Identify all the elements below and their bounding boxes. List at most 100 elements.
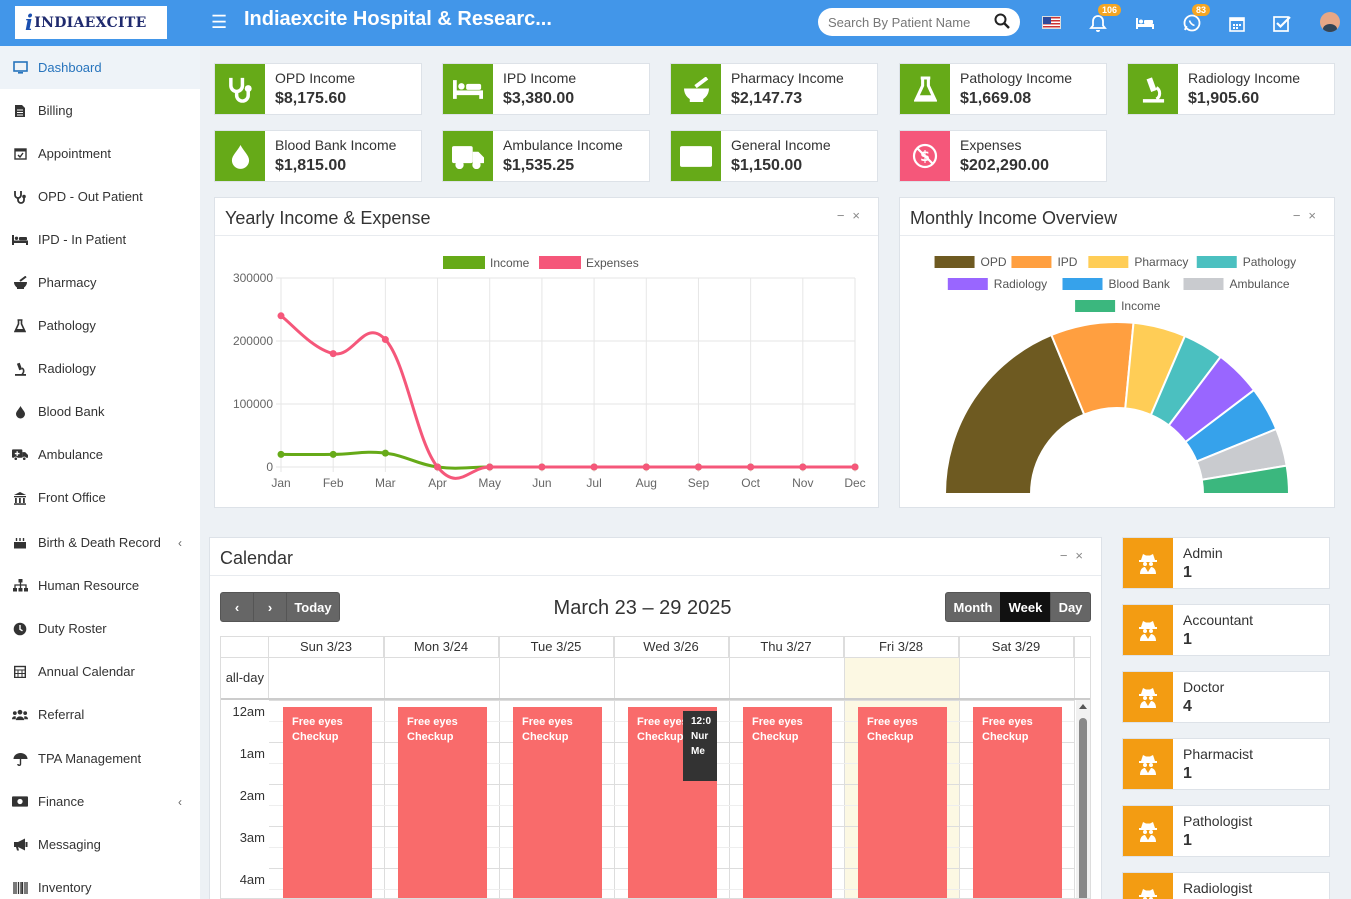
minimize-icon[interactable]: − <box>1059 548 1076 563</box>
sidebar-item-tpa-management[interactable]: TPA Management <box>0 737 200 780</box>
whatsapp-icon[interactable]: 83 <box>1181 4 1211 33</box>
sidebar-item-appointment[interactable]: Appointment <box>0 132 200 175</box>
view-week-button[interactable]: Week <box>1000 592 1051 622</box>
us-flag-icon[interactable] <box>1042 16 1061 29</box>
x-tick-label: May <box>478 476 501 490</box>
drop-icon <box>215 131 265 181</box>
calendar-prev-button[interactable]: ‹ <box>220 592 254 622</box>
calendar-next-button[interactable]: › <box>253 592 287 622</box>
sidebar-item-annual-calendar[interactable]: Annual Calendar <box>0 650 200 693</box>
legend-swatch-expenses <box>539 256 581 269</box>
calendar-today-button[interactable]: Today <box>286 592 340 622</box>
event-free-eyes-checkup[interactable]: Free eyes Checkup <box>973 707 1062 898</box>
patient-search-input[interactable] <box>828 14 988 30</box>
sidebar-item-label: Front Office <box>38 490 106 505</box>
day-header[interactable]: Sun 3/23 <box>269 637 384 657</box>
staff-card-accountant[interactable]: Accountant 1 <box>1122 604 1330 656</box>
bed-status-icon[interactable] <box>1134 13 1156 33</box>
bell-icon[interactable]: 106 <box>1087 4 1122 33</box>
no-money-icon: $ <box>900 131 950 181</box>
minimize-icon[interactable]: − <box>1292 208 1309 223</box>
event-free-eyes-checkup[interactable]: Free eyes Checkup <box>858 707 947 898</box>
event-free-eyes-checkup[interactable]: Free eyes Checkup <box>513 707 602 898</box>
income-card-general-income[interactable]: General Income $1,150.00 <box>670 130 878 182</box>
logo-text: INDIAEXCITE <box>34 14 147 31</box>
staff-card-doctor[interactable]: Doctor 4 <box>1122 671 1330 723</box>
y-tick-label: 0 <box>266 460 273 474</box>
sidebar-item-pathology[interactable]: Pathology <box>0 304 200 347</box>
sidebar-item-birth-death-record[interactable]: Birth & Death Record ‹ <box>0 521 200 564</box>
income-card-ipd-income[interactable]: IPD Income $3,380.00 <box>442 63 650 115</box>
close-icon[interactable]: × <box>1308 208 1324 223</box>
sidebar-item-ipd-in-patient[interactable]: IPD - In Patient <box>0 218 200 261</box>
user-avatar[interactable] <box>1320 12 1340 32</box>
day-header[interactable]: Wed 3/26 <box>614 637 729 657</box>
brand-logo[interactable]: i INDIAEXCITE <box>15 6 167 39</box>
event-free-eyes-checkup[interactable]: Free eyes Checkup <box>398 707 487 898</box>
hamburger-menu-icon[interactable]: ☰ <box>211 12 228 32</box>
day-column-divider <box>729 637 730 898</box>
sidebar-item-finance[interactable]: Finance ‹ <box>0 780 200 823</box>
close-icon[interactable]: × <box>852 208 868 223</box>
sidebar-item-front-office[interactable]: Front Office <box>0 476 200 519</box>
sidebar-item-dashboard[interactable]: Dashboard <box>0 46 200 89</box>
barcode-icon <box>12 881 28 894</box>
yearly-income-expense-panel: Yearly Income & Expense −× 300000 200000 1… <box>214 197 879 508</box>
day-header[interactable]: Fri 3/28 <box>844 637 959 657</box>
sidebar-item-inventory[interactable]: Inventory <box>0 866 200 899</box>
calendar-icon[interactable] <box>1226 13 1248 33</box>
sidebar-item-pharmacy[interactable]: Pharmacy <box>0 261 200 304</box>
staff-card-pathologist[interactable]: Pathologist 1 <box>1122 805 1330 857</box>
chevron-left-icon: ‹ <box>178 535 182 550</box>
staff-card-admin[interactable]: Admin 1 <box>1122 537 1330 589</box>
sidebar-item-label: Dashboard <box>38 60 102 75</box>
event-nurse-meeting[interactable]: 12:0 Nur Me <box>683 711 717 781</box>
day-header[interactable]: Tue 3/25 <box>499 637 614 657</box>
calendar-scrollbar[interactable] <box>1076 700 1090 898</box>
income-card-label: Pathology Income <box>960 70 1073 86</box>
sidebar-item-blood-bank[interactable]: Blood Bank <box>0 390 200 433</box>
staff-card-radiologist[interactable]: Radiologist <box>1122 872 1330 899</box>
event-free-eyes-checkup[interactable]: Free eyes Checkup <box>283 707 372 898</box>
day-header[interactable]: Mon 3/24 <box>384 637 499 657</box>
calendar-range-title: March 23 – 29 2025 <box>553 597 732 619</box>
umbrella-icon <box>12 752 28 766</box>
sidebar-item-referral[interactable]: Referral <box>0 693 200 736</box>
day-column-divider <box>1074 637 1075 898</box>
income-card-pharmacy-income[interactable]: Pharmacy Income $2,147.73 <box>670 63 878 115</box>
sidebar-item-ambulance[interactable]: Ambulance <box>0 433 200 476</box>
stethoscope-icon <box>215 64 265 114</box>
staff-card-pharmacist[interactable]: Pharmacist 1 <box>1122 738 1330 790</box>
task-check-icon[interactable] <box>1271 13 1293 33</box>
sidebar-item-radiology[interactable]: Radiology <box>0 347 200 390</box>
event-free-eyes-checkup[interactable]: Free eyes Checkup <box>743 707 832 898</box>
day-header[interactable]: Sat 3/29 <box>959 637 1074 657</box>
legend-swatch-income <box>443 256 485 269</box>
sidebar-item-human-resource[interactable]: Human Resource <box>0 564 200 607</box>
income-card-ambulance-income[interactable]: Ambulance Income $1,535.25 <box>442 130 650 182</box>
income-card-blood-bank-income[interactable]: Blood Bank Income $1,815.00 <box>214 130 422 182</box>
income-card-pathology-income[interactable]: Pathology Income $1,669.08 <box>899 63 1107 115</box>
day-header[interactable]: Thu 3/27 <box>729 637 844 657</box>
search-icon[interactable] <box>994 13 1010 34</box>
view-day-button[interactable]: Day <box>1050 592 1091 622</box>
scroll-up-arrow-icon[interactable] <box>1079 704 1087 709</box>
event-title-line: Me <box>691 746 705 757</box>
view-month-button[interactable]: Month <box>945 592 1001 622</box>
time-label: 4am <box>239 872 265 887</box>
minimize-icon[interactable]: − <box>836 208 853 223</box>
income-card-radiology-income[interactable]: Radiology Income $1,905.60 <box>1127 63 1335 115</box>
close-icon[interactable]: × <box>1075 548 1091 563</box>
y-tick-label: 200000 <box>233 334 273 348</box>
sidebar-item-billing[interactable]: Billing <box>0 89 200 132</box>
scrollbar-thumb[interactable] <box>1079 718 1087 898</box>
x-tick-label: Jul <box>586 476 601 490</box>
doughnut-slice-income <box>1200 464 1291 495</box>
sidebar-item-duty-roster[interactable]: Duty Roster <box>0 607 200 650</box>
day-column-divider <box>384 637 385 898</box>
income-card-expenses[interactable]: $ Expenses $202,290.00 <box>899 130 1107 182</box>
income-card-opd-income[interactable]: OPD Income $8,175.60 <box>214 63 422 115</box>
sidebar-item-opd-out-patient[interactable]: OPD - Out Patient <box>0 175 200 218</box>
sidebar-item-messaging[interactable]: Messaging <box>0 823 200 866</box>
data-point-income <box>277 450 285 458</box>
